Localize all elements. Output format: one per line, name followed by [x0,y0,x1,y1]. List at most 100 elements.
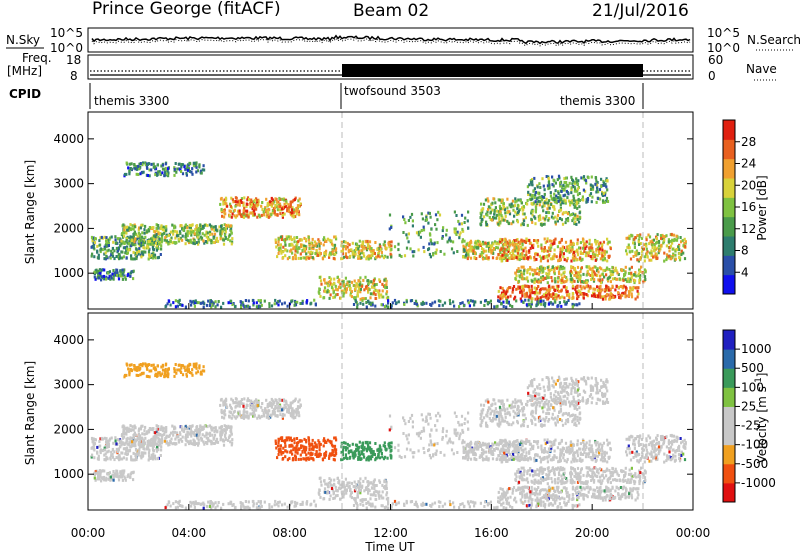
power-cell [520,255,523,259]
power-cell [536,185,539,189]
power-cell [368,254,371,258]
power-cell [517,247,520,251]
power-cell [90,245,93,249]
power-cell [582,244,585,247]
power-cell [592,254,595,258]
power-cell [154,173,157,177]
power-cell [501,296,504,300]
power-cell [163,174,166,178]
power-cell [597,270,600,274]
power-cell [132,235,135,239]
power-cell [657,251,660,255]
power-cell [242,303,245,307]
velocity-cell [155,449,158,453]
power-cell [638,278,641,282]
power-cell [177,299,180,303]
power-cell [538,182,541,186]
power-cell [595,249,598,253]
power-cell [558,209,561,213]
power-cell [593,253,596,257]
power-cell [214,225,217,229]
velocity-cell [129,428,132,432]
velocity-cell [129,424,132,428]
power-cell [559,217,562,220]
velocity-cell [152,449,155,453]
velocity-cell [134,452,137,456]
power-cell [461,240,464,244]
power-cell [369,247,372,251]
power-cell [579,284,582,288]
velocity-cell [109,457,112,461]
y-tick-label: 4000 [53,132,84,146]
power-cell [305,252,308,256]
power-cell [357,256,360,260]
power-cell [544,291,547,295]
power-cell [138,167,141,171]
power-cell [178,230,182,234]
power-cell [610,269,613,273]
power-cell [138,244,141,248]
power-cell [281,207,284,211]
velocity-cell [155,430,158,433]
power-cell [286,257,289,261]
power-cell [506,206,509,210]
power-cell [117,255,120,259]
power-cell [500,214,503,218]
power-cell [619,296,622,300]
velocity-cell [258,415,261,418]
power-cell [595,179,598,183]
power-cell [279,204,282,208]
power-cell [221,230,224,234]
power-cell [543,237,546,241]
velocity-cell [111,447,114,451]
power-cell [159,253,162,256]
power-cell [599,274,602,278]
power-cell [297,209,300,213]
power-cell [533,286,536,290]
velocity-cell [214,426,217,430]
colorbar-swatch [723,236,735,256]
velocity-cell [238,410,241,414]
power-cell [340,257,343,260]
power-cell [565,189,568,193]
power-cell [164,162,167,166]
power-cell [568,296,571,300]
power-cell [590,278,593,281]
power-cell [576,206,579,210]
velocity-cell [153,442,156,445]
power-cell [365,305,368,309]
power-cell [466,299,470,303]
velocity-cell [247,414,250,418]
power-cell [164,171,167,175]
power-cell [245,205,248,208]
power-cell [593,270,596,274]
power-cell [509,243,512,247]
power-cell [339,286,342,290]
power-cell [207,235,210,239]
power-cell [231,303,234,306]
power-cell [155,246,158,250]
power-cell [487,199,490,203]
power-cell [330,277,333,281]
power-cell [184,224,187,228]
velocity-cell [250,401,253,405]
power-cell [97,273,100,277]
velocity-cell [153,438,156,441]
power-cell [160,244,163,248]
power-cell [104,243,107,247]
power-cell [665,258,668,262]
power-cell [582,175,586,179]
velocity-cell [155,447,158,451]
power-cell [533,176,536,180]
power-cell [319,294,322,298]
power-cell [574,187,577,191]
velocity-cell [126,426,129,430]
power-cell [479,211,482,215]
power-cell [630,233,633,237]
power-cell [615,277,618,281]
power-cell [283,198,286,202]
power-cell [497,210,500,214]
velocity-cell [126,442,129,446]
power-cell [275,245,278,249]
power-cell [514,271,517,275]
